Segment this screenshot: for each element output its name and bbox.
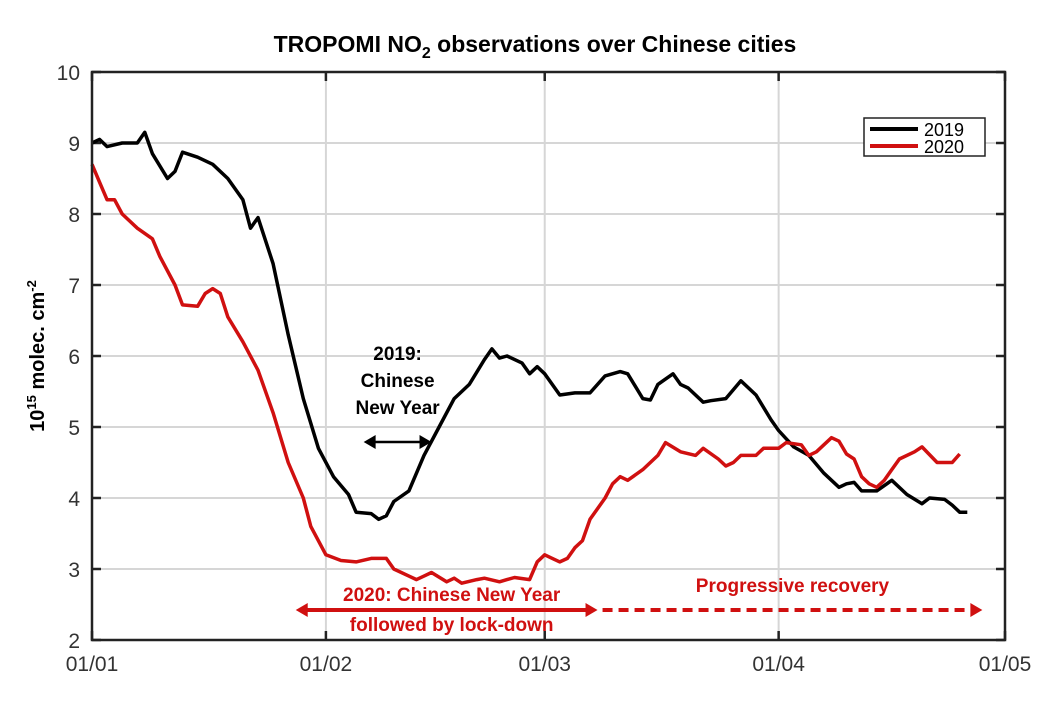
annotation-2019-cny-line: Chinese (361, 371, 435, 392)
y-tick-label: 4 (68, 488, 80, 511)
y-tick-label: 9 (68, 133, 80, 156)
x-tick-label: 01/02 (300, 653, 353, 676)
annotation-2019-cny-line: New Year (356, 398, 441, 419)
arrow-head (419, 435, 432, 449)
x-tick-label: 01/03 (518, 653, 571, 676)
y-tick-label: 10 (57, 62, 80, 85)
x-tick-label: 01/01 (66, 653, 119, 676)
y-tick-label: 7 (68, 275, 80, 298)
plot-frame (90, 70, 1007, 642)
legend-box (863, 117, 986, 157)
y-tick-label: 5 (68, 417, 80, 440)
arrow-head (970, 603, 983, 617)
arrow-head (295, 603, 308, 617)
annotation-2019-cny-line: 2019: (373, 344, 422, 365)
arrow-head (363, 435, 376, 449)
annotation-recovery: Progressive recovery (696, 576, 890, 597)
y-tick-label: 2 (68, 630, 80, 653)
y-tick-label: 3 (68, 559, 80, 582)
legend: 2019 2020 (863, 117, 986, 157)
legend-label-2020: 2020 (924, 137, 964, 157)
y-tick-label: 6 (68, 346, 80, 369)
x-tick-label: 01/04 (752, 653, 805, 676)
x-tick-label: 01/05 (979, 653, 1032, 676)
series-line-2019 (91, 130, 968, 522)
annotations: 2019: Chinese New Year 2020: Chinese New Ye… (295, 344, 983, 636)
annotation-2020-cny-line: followed by lock-down (350, 615, 554, 636)
y-tick-label: 8 (68, 204, 80, 227)
series-line-2020 (90, 163, 962, 585)
legend-label-2019: 2019 (924, 120, 964, 140)
arrow-head (585, 603, 598, 617)
series-lines (90, 130, 968, 585)
chart-title: TROPOMI NO2 observations over Chinese ci… (274, 31, 797, 62)
y-axis-label: 1015 molec. cm-2 (24, 280, 49, 432)
annotation-2020-cny-line: 2020: Chinese New Year (343, 585, 561, 606)
